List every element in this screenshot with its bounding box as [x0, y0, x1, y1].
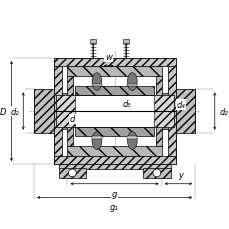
- Bar: [54, 59, 175, 67]
- Bar: [155, 76, 161, 147]
- Circle shape: [152, 169, 160, 177]
- Bar: [54, 67, 61, 157]
- Bar: [55, 96, 75, 127]
- Bar: [34, 90, 54, 133]
- Bar: [148, 96, 153, 127]
- Bar: [175, 90, 194, 133]
- Bar: [75, 96, 80, 127]
- Text: d₄: d₄: [176, 101, 184, 110]
- Bar: [167, 67, 175, 157]
- Text: d₅: d₅: [122, 100, 131, 109]
- Ellipse shape: [92, 74, 101, 91]
- Text: y: y: [177, 170, 182, 179]
- Text: d₂: d₂: [11, 107, 19, 116]
- Text: w: w: [105, 53, 112, 62]
- Bar: [54, 157, 175, 164]
- Bar: [55, 96, 173, 127]
- Bar: [61, 94, 67, 129]
- Ellipse shape: [127, 74, 137, 91]
- Text: g: g: [112, 189, 117, 198]
- Bar: [127, 84, 137, 87]
- Bar: [67, 67, 161, 76]
- Circle shape: [68, 169, 76, 177]
- Bar: [75, 127, 153, 136]
- Bar: [90, 40, 95, 44]
- Text: d₂: d₂: [219, 107, 227, 116]
- Bar: [67, 76, 73, 147]
- Ellipse shape: [92, 132, 101, 150]
- Bar: [75, 87, 153, 96]
- Ellipse shape: [127, 132, 137, 150]
- Text: D: D: [0, 107, 7, 116]
- Bar: [127, 136, 137, 139]
- Bar: [58, 168, 86, 178]
- Bar: [67, 147, 161, 157]
- Bar: [92, 136, 101, 139]
- Text: g₁: g₁: [110, 202, 118, 211]
- Bar: [58, 164, 170, 169]
- Bar: [92, 84, 101, 87]
- Bar: [161, 94, 167, 129]
- Bar: [153, 96, 173, 127]
- Text: d: d: [70, 115, 75, 124]
- Bar: [123, 40, 129, 44]
- Bar: [142, 168, 170, 178]
